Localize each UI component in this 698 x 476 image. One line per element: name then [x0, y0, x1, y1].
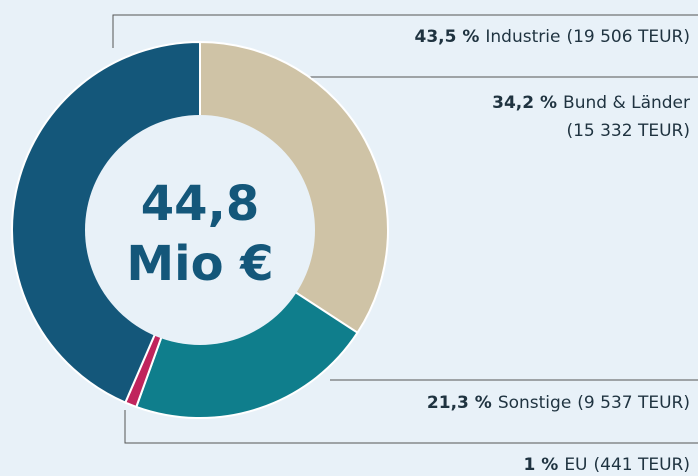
segment-value-label: 21,3 % [427, 393, 492, 413]
total-value: 44,8 [141, 176, 259, 232]
total-unit: Mio € [126, 236, 273, 292]
segment-amount: (441 TEUR) [594, 455, 691, 475]
segment-value-label: 43,5 % [414, 27, 479, 47]
leader-line [112, 14, 698, 48]
leader-line [124, 410, 698, 444]
segment-name: Sonstige [498, 393, 571, 413]
segment-value-label: 1 % [524, 455, 559, 475]
segment-label: 34,2 % Bund & Länder [492, 93, 690, 113]
segment-value-label: 34,2 % [492, 93, 557, 113]
segment-label: 21,3 % Sonstige (9 537 TEUR) [427, 393, 690, 413]
segment-label: 1 % EU (441 TEUR) [524, 455, 690, 475]
segment-name: Industrie [485, 27, 560, 47]
segment-amount: (9 537 TEUR) [577, 393, 690, 413]
segment-amount: (15 332 TEUR) [566, 121, 690, 141]
donut-hole [85, 115, 315, 345]
segment-name: EU [564, 455, 587, 475]
segment-label: 43,5 % Industrie (19 506 TEUR) [414, 27, 690, 47]
segment-amount: (19 506 TEUR) [566, 27, 690, 47]
segment-name: Bund & Länder [563, 93, 690, 113]
